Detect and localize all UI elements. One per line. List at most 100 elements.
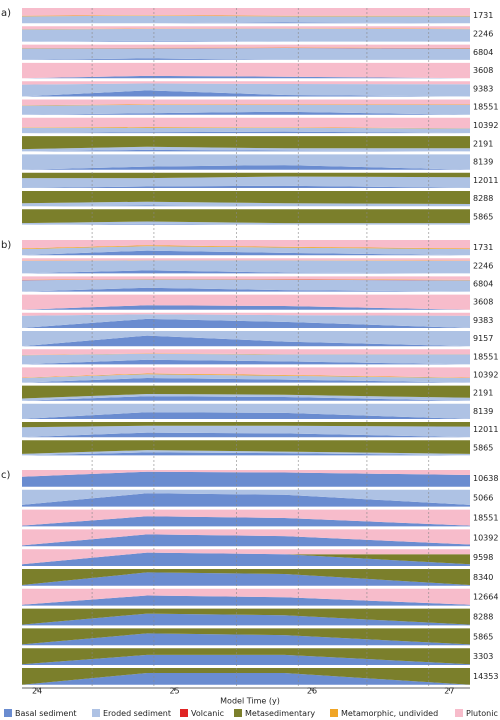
area-layer	[22, 534, 470, 547]
area-layer	[22, 111, 470, 115]
area-layer	[22, 509, 470, 526]
row-label: 10392	[473, 121, 498, 130]
area-layer	[22, 176, 470, 188]
area-layer	[22, 279, 470, 281]
legend-label: Metasedimentary	[245, 709, 315, 718]
area-layer	[22, 471, 470, 487]
row-label: 9598	[473, 553, 493, 562]
area-layer	[22, 318, 470, 328]
area-layer	[22, 312, 470, 316]
area-layer	[22, 314, 470, 328]
area-layer	[22, 99, 470, 106]
area-layer	[22, 240, 470, 249]
row-label: 9157	[473, 334, 493, 343]
area-layer	[22, 385, 470, 399]
row-label: 8139	[473, 158, 493, 167]
area-layer	[22, 223, 470, 225]
row-label: 2246	[473, 29, 493, 38]
row-label: 14353	[473, 672, 498, 681]
area-layer	[22, 287, 470, 292]
legend-label: Volcanic	[191, 709, 224, 718]
row-label: 10638	[473, 474, 498, 483]
area-layer	[22, 595, 470, 606]
row-label: 12011	[473, 425, 498, 434]
area-layer	[22, 279, 470, 281]
row-label: 8288	[473, 613, 493, 622]
row-label: 2191	[473, 139, 493, 148]
area-layer	[22, 425, 470, 438]
area-layer	[22, 654, 470, 665]
area-layer	[22, 185, 470, 188]
area-layer	[22, 353, 470, 365]
row-label: 5865	[473, 212, 493, 221]
row-label: 12664	[473, 593, 498, 602]
area-layer	[22, 569, 470, 585]
legend-swatch	[4, 709, 12, 717]
legend-label: Metamorphic, undivided	[341, 709, 438, 718]
legend-swatch	[330, 709, 338, 717]
area-layer	[22, 394, 470, 401]
row-label: 10392	[473, 533, 498, 542]
area-layer	[22, 117, 470, 129]
area-layer	[22, 28, 470, 42]
area-layer	[22, 613, 470, 626]
legend-swatch	[234, 709, 242, 717]
area-layer	[22, 246, 470, 256]
x-tick-label: 24	[32, 687, 42, 696]
row-label: 3303	[473, 652, 493, 661]
area-layer	[22, 588, 470, 605]
area-layer	[22, 26, 470, 30]
area-layer	[22, 260, 470, 261]
area-layer	[22, 367, 470, 378]
area-layer	[22, 470, 470, 477]
row-label: 18551	[473, 514, 498, 523]
x-tick-label: 26	[307, 687, 317, 696]
area-layer	[22, 75, 470, 79]
row-label: 5066	[473, 494, 493, 503]
row-label: 6804	[473, 280, 493, 289]
area-layer	[22, 349, 470, 355]
area-layer	[22, 403, 470, 419]
area-layer	[22, 15, 470, 17]
area-layer	[22, 279, 470, 292]
area-layer	[22, 378, 470, 383]
row-label: 5865	[473, 632, 493, 641]
area-layer	[22, 374, 470, 383]
area-layer	[22, 440, 470, 454]
area-layer	[22, 270, 470, 274]
row-label: 2191	[473, 389, 493, 398]
row-label: 3608	[473, 66, 493, 75]
row-label: 1731	[473, 243, 493, 252]
area-layer	[22, 15, 470, 24]
area-layer	[22, 258, 470, 261]
area-layer	[22, 28, 470, 30]
area-layer	[22, 396, 470, 401]
panel-label: c)	[1, 470, 10, 481]
area-layer	[22, 127, 470, 129]
area-layer	[22, 335, 470, 347]
area-layer	[22, 146, 470, 152]
area-layer	[22, 154, 470, 170]
area-layer	[22, 353, 470, 356]
area-layer	[22, 552, 470, 565]
area-layer	[22, 294, 470, 310]
area-layer	[22, 201, 470, 207]
row-label: 9383	[473, 316, 493, 325]
legend-label: Basal sediment	[15, 709, 77, 718]
row-label: 2246	[473, 261, 493, 270]
x-tick-label: 27	[444, 687, 454, 696]
area-layer	[22, 90, 470, 97]
area-layer	[22, 633, 470, 646]
area-layer	[22, 572, 470, 586]
row-label: 10392	[473, 371, 498, 380]
area-layer	[22, 47, 470, 49]
area-layer	[22, 549, 470, 565]
area-layer	[22, 149, 470, 152]
area-layer	[22, 250, 470, 256]
area-layer	[22, 58, 470, 60]
row-label: 8340	[473, 573, 493, 582]
area-layer	[22, 40, 470, 42]
row-label: 3608	[473, 298, 493, 307]
row-label: 1731	[473, 11, 493, 20]
